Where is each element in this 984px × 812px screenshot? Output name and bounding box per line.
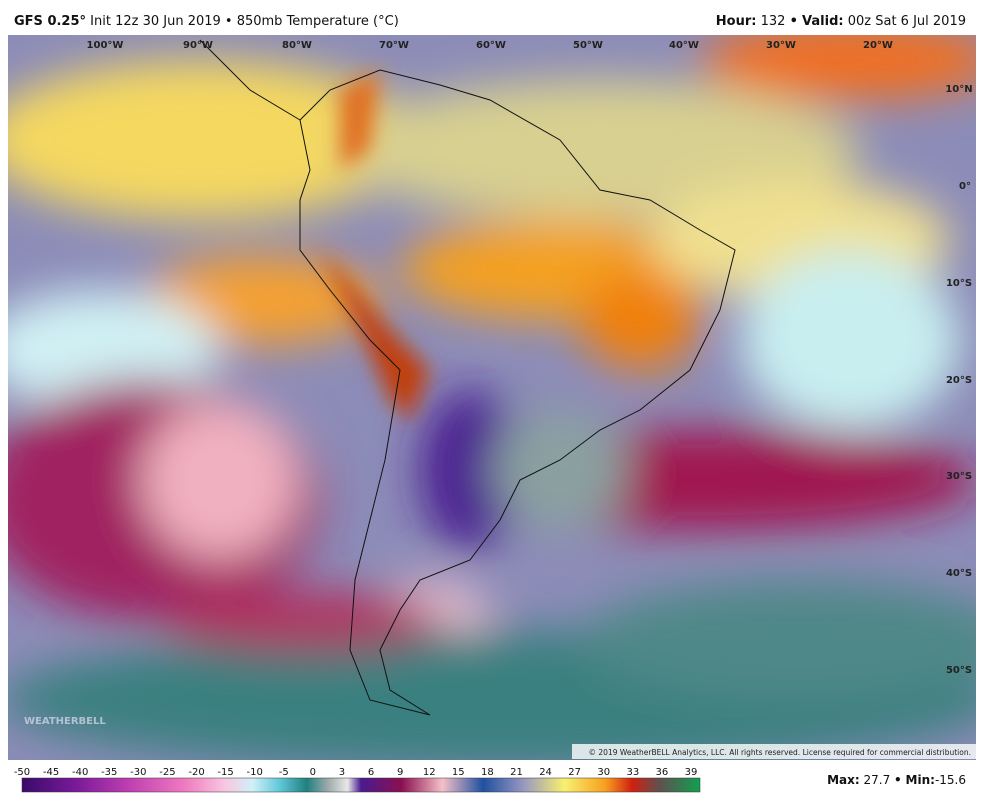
latitude-label: 30°S	[946, 471, 972, 482]
colorbar-label: -5	[279, 767, 289, 778]
hour-label: Hour:	[716, 14, 757, 29]
colorbar-label: 9	[397, 767, 403, 778]
colorbar-label: -25	[159, 767, 175, 778]
longitude-label: 90°W	[183, 40, 213, 51]
longitude-label: 60°W	[476, 40, 506, 51]
colorbar: -50 -45 -40 -35 -30 -25 -20 -15 -10 -5 0 3 6 9 12 15 18 2…	[14, 767, 701, 793]
colorbar-label: -40	[72, 767, 88, 778]
colorbar-label: 21	[510, 767, 523, 778]
min-label: Min:	[906, 773, 935, 787]
separator: •	[790, 14, 798, 29]
colorbar-label: -15	[217, 767, 233, 778]
copyright-bg	[572, 744, 976, 759]
colorbar-label: 30	[597, 767, 610, 778]
max-label: Max:	[827, 773, 860, 787]
colorbar-label: 0	[310, 767, 316, 778]
colorbar-label: 27	[568, 767, 581, 778]
longitude-label: 80°W	[282, 40, 312, 51]
colorbar-label: -45	[43, 767, 59, 778]
stats: Max: 27.7 • Min:-15.6	[827, 773, 966, 787]
colorbar-scale	[21, 777, 701, 793]
longitude-label: 30°W	[766, 40, 796, 51]
latitude-label: 40°S	[946, 568, 972, 579]
copyright: © 2019 WeatherBELL Analytics, LLC. All r…	[589, 748, 971, 757]
map	[8, 35, 976, 760]
colorbar-label: -10	[247, 767, 263, 778]
colorbar-label: -30	[130, 767, 146, 778]
longitude-label: 70°W	[379, 40, 409, 51]
colorbar-label: 12	[423, 767, 436, 778]
latitude-label: 0°	[959, 181, 971, 192]
colorbar-label: 3	[339, 767, 345, 778]
latitude-label: 20°S	[946, 375, 972, 386]
valid-info: Hour: 132 • Valid: 00z Sat 6 Jul 2019	[716, 14, 966, 29]
colorbar-label: -50	[14, 767, 30, 778]
latitude-label: 10°N	[945, 84, 972, 95]
longitude-label: 20°W	[863, 40, 893, 51]
colorbar-label: 33	[626, 767, 639, 778]
colorbar-label: 18	[481, 767, 494, 778]
valid-label: Valid:	[802, 14, 844, 29]
hour: 132	[761, 14, 786, 29]
longitude-label: 40°W	[669, 40, 699, 51]
colorbar-label: -20	[188, 767, 204, 778]
longitude-label: 50°W	[573, 40, 603, 51]
run-info: Init 12z 30 Jun 2019 • 850mb Temperature…	[90, 14, 399, 29]
colorbar-label: 6	[368, 767, 374, 778]
model: GFS 0.25°	[14, 14, 86, 29]
longitude-label: 100°W	[87, 40, 124, 51]
latitude-label: 50°S	[946, 665, 972, 676]
latitude-label: 10°S	[946, 278, 972, 289]
colorbar-label: 24	[539, 767, 552, 778]
colorbar-label: 15	[452, 767, 465, 778]
colorbar-label: -35	[101, 767, 117, 778]
title: GFS 0.25° Init 12z 30 Jun 2019 • 850mb T…	[14, 14, 399, 29]
max: 27.7	[863, 773, 890, 787]
separator: •	[894, 773, 902, 787]
logo: WEATHERBELL	[24, 716, 106, 727]
min: -15.6	[935, 773, 966, 787]
valid: 00z Sat 6 Jul 2019	[848, 14, 966, 29]
colorbar-label: 39	[685, 767, 698, 778]
colorbar-label: 36	[656, 767, 669, 778]
